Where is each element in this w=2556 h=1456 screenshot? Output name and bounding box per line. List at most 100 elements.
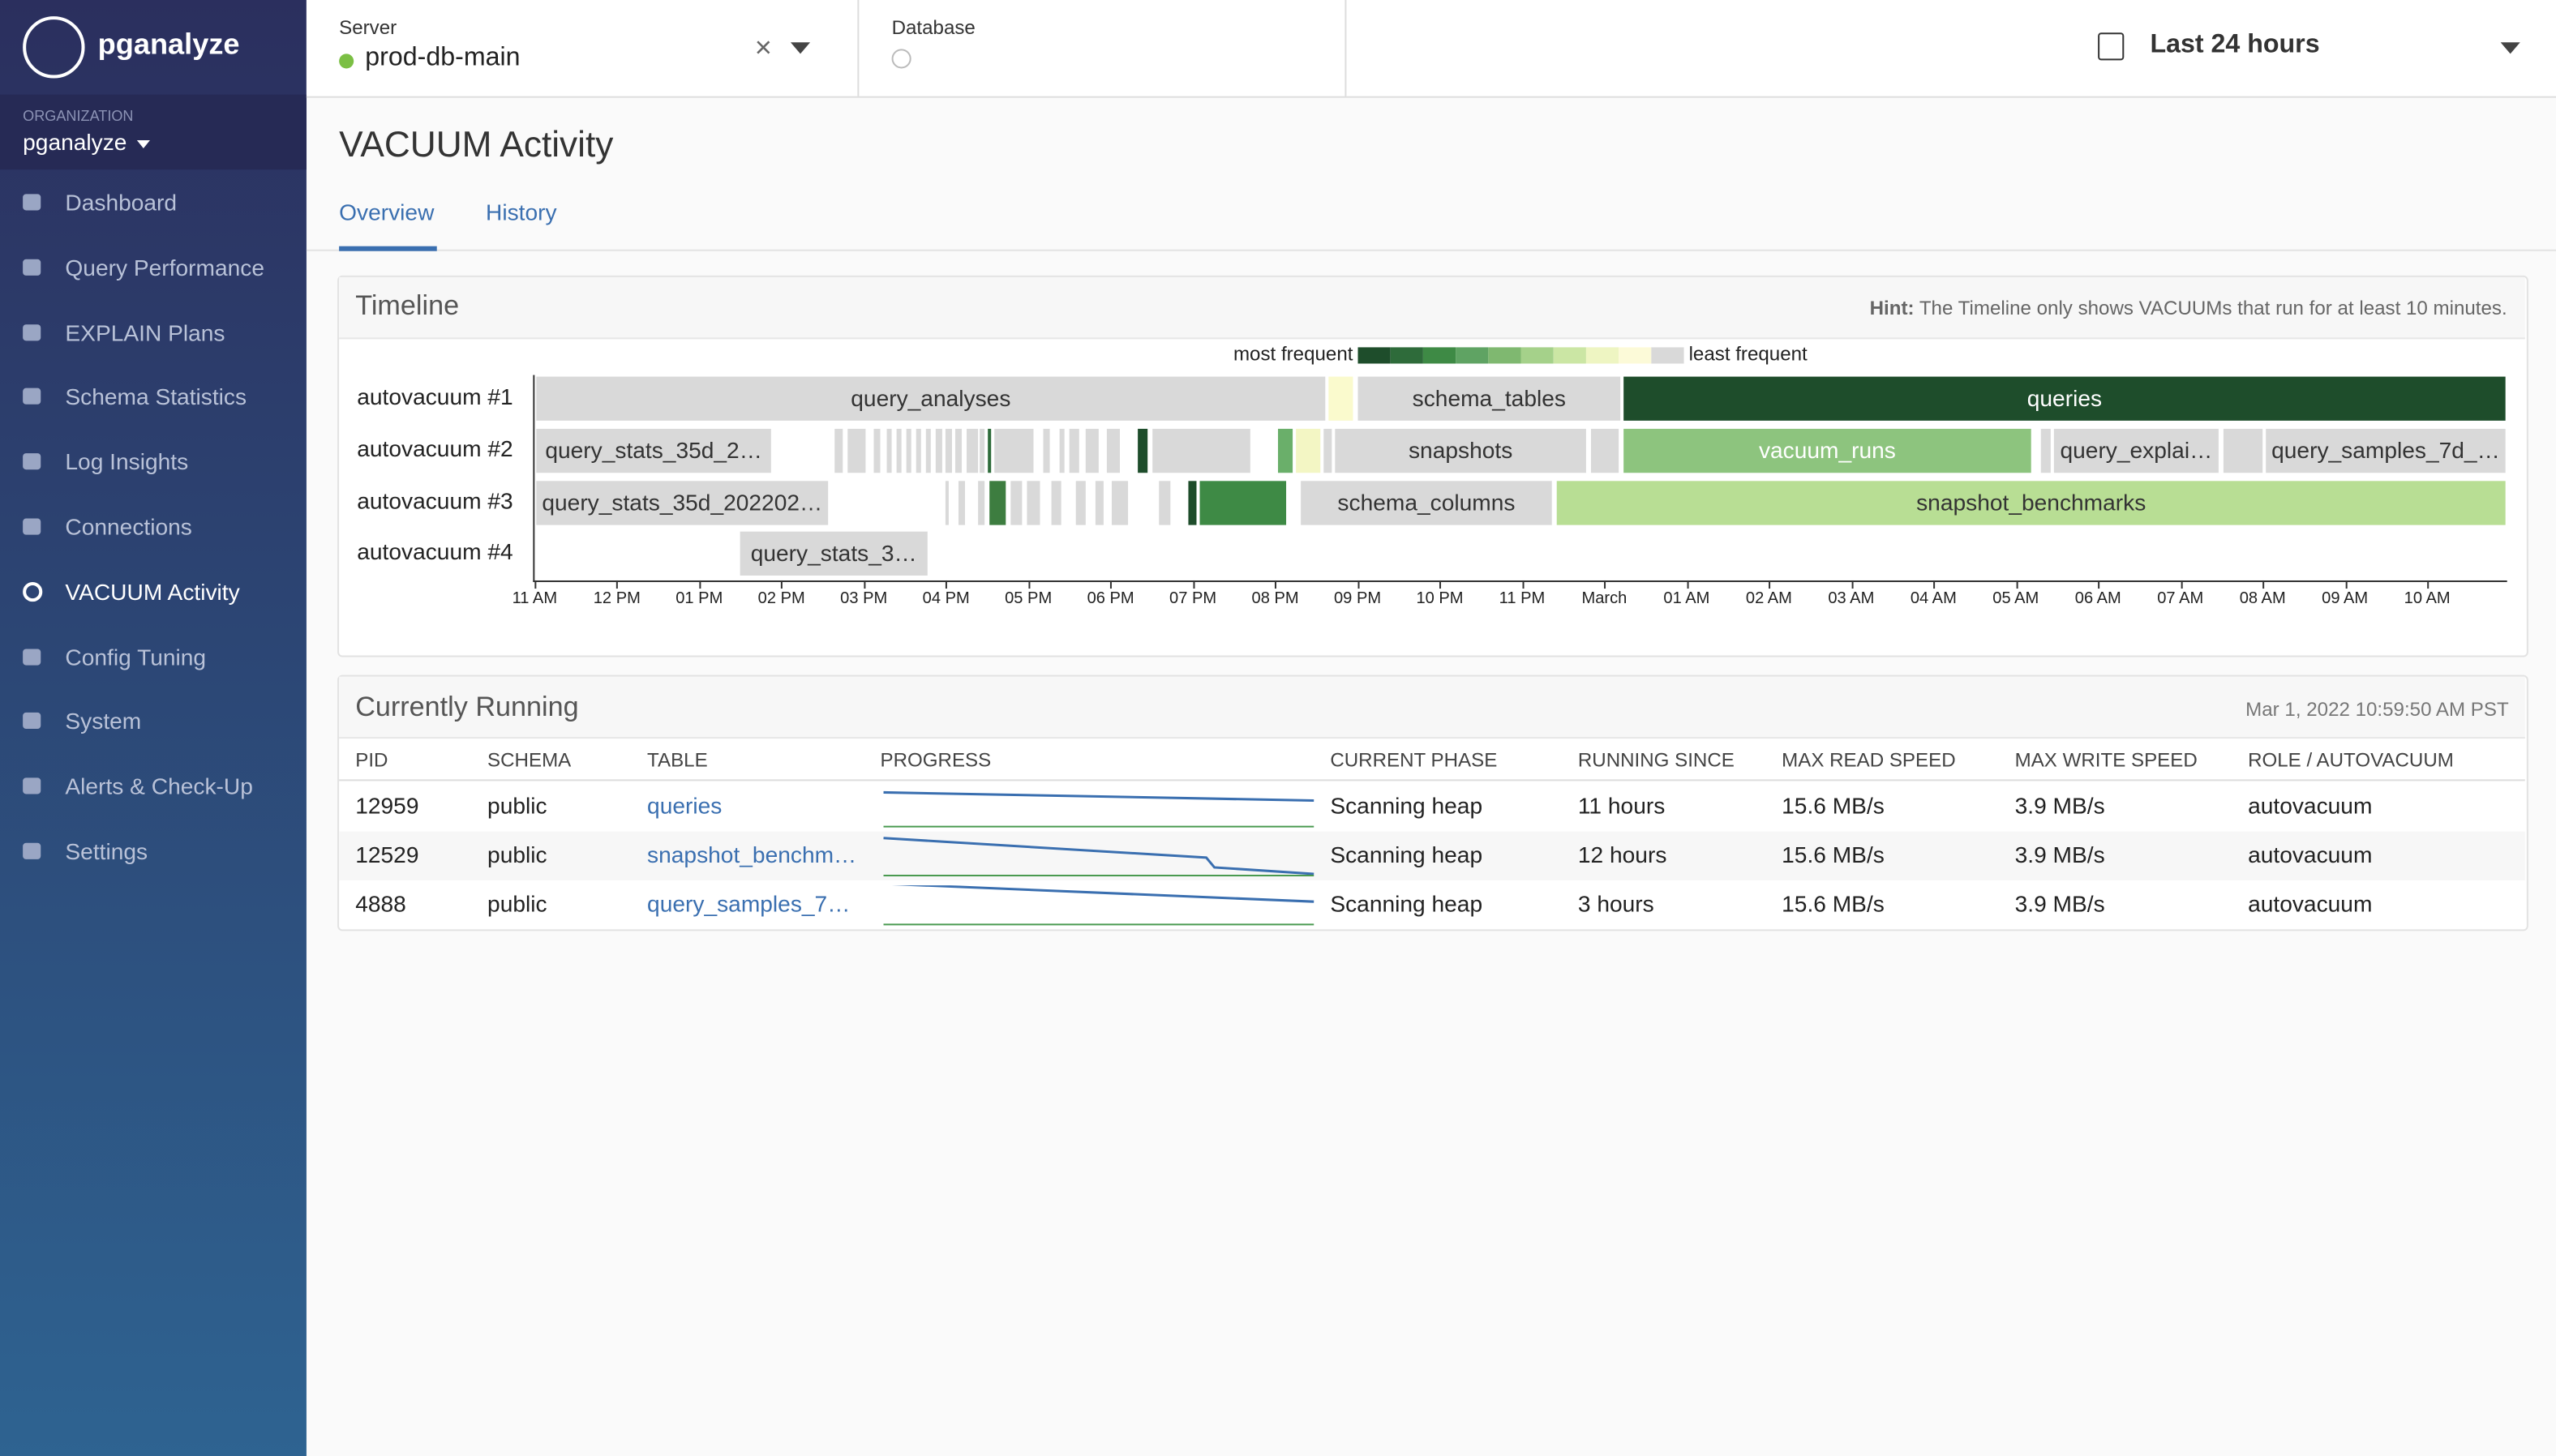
column-header: SCHEMA (487, 748, 572, 772)
timeline-bar[interactable] (989, 480, 1006, 525)
timeline-bar[interactable]: query_stats_35d_202202… (536, 480, 829, 525)
cell: 3.9 MB/s (2014, 792, 2105, 819)
nav-item[interactable]: Log Insights (0, 432, 307, 490)
timeline-bar[interactable] (873, 428, 881, 473)
timeline-bar[interactable] (945, 428, 952, 473)
nav-item[interactable]: Schema Statistics (0, 367, 307, 426)
timeline-bar[interactable] (988, 428, 992, 473)
x-tick (2098, 580, 2100, 589)
timeline-bar[interactable] (1296, 428, 1321, 473)
running-title: Currently Running (355, 691, 579, 722)
org-select[interactable]: pganalyze (23, 128, 127, 156)
timeline-bar[interactable] (1069, 428, 1079, 473)
timeline-bar[interactable]: schema_columns (1301, 480, 1552, 525)
timeline-bar[interactable] (1159, 480, 1171, 525)
column-header: MAX WRITE SPEED (2014, 748, 2198, 772)
timeline-bar[interactable] (967, 428, 979, 473)
nav-item[interactable]: VACUUM Activity (0, 562, 307, 620)
nav-item[interactable]: EXPLAIN Plans (0, 302, 307, 361)
timeline-bar[interactable] (1059, 428, 1065, 473)
nav-item[interactable]: Alerts & Check-Up (0, 757, 307, 816)
timeline-bar[interactable] (1277, 428, 1293, 473)
nav-item[interactable]: Query Performance (0, 238, 307, 296)
timeline-bar[interactable] (1106, 428, 1121, 473)
timeline-bar[interactable] (980, 428, 985, 473)
clear-button[interactable]: × (754, 31, 772, 64)
timeline-bar[interactable] (896, 428, 902, 473)
timeline-bar[interactable] (1111, 480, 1129, 525)
timeline-bar[interactable] (1051, 480, 1061, 525)
timeline-bar[interactable]: query_stats_35d_2… (536, 428, 771, 473)
timeline-bar[interactable] (1323, 428, 1332, 473)
timeline-bar[interactable] (1075, 480, 1086, 525)
x-tick (1604, 580, 1606, 589)
timeline-bar[interactable]: vacuum_runs (1623, 428, 2031, 473)
x-tick-label: March (1581, 590, 1628, 609)
tab[interactable]: Overview (339, 199, 435, 225)
nav-label: Dashboard (65, 189, 178, 216)
timeline-bar[interactable] (1188, 480, 1197, 525)
time-range[interactable]: Last 24 hours (2150, 31, 2320, 59)
server-caret[interactable] (790, 42, 811, 63)
x-tick-label: 07 PM (1169, 590, 1217, 609)
nav-icon (23, 259, 41, 276)
timeline-bar[interactable] (954, 428, 963, 473)
timeline-bar[interactable] (886, 428, 892, 473)
nav-icon (23, 842, 41, 859)
timeline-bar[interactable] (906, 428, 911, 473)
x-tick-label: 02 AM (1745, 590, 1792, 609)
timeline-bar[interactable] (958, 480, 966, 525)
nav-item[interactable]: Connections (0, 497, 307, 555)
timeline-bar[interactable] (1328, 376, 1353, 421)
timeline-bar[interactable]: queries (1623, 376, 2506, 421)
timeline-bar[interactable] (994, 428, 1034, 473)
timeline-bar[interactable] (1027, 480, 1040, 525)
timeline-bar[interactable] (1095, 480, 1104, 525)
timeline-bar[interactable] (847, 428, 866, 473)
nav-item[interactable]: Settings (0, 822, 307, 880)
timeline-bar[interactable] (978, 480, 985, 525)
table-link[interactable]: queries (647, 792, 723, 819)
x-tick-label: 12 PM (593, 590, 641, 609)
range-caret[interactable] (2500, 42, 2520, 63)
nav-label: Connections (65, 513, 192, 540)
timeline-bar[interactable] (834, 428, 843, 473)
database-none[interactable] (891, 49, 911, 69)
timeline-bar[interactable] (1043, 428, 1050, 473)
timeline-bar[interactable] (925, 428, 931, 473)
timeline-bar[interactable]: query_stats_3… (740, 532, 928, 576)
timeline-bar[interactable] (1010, 480, 1023, 525)
timeline-bar[interactable] (2223, 428, 2263, 473)
database-label: Database (891, 16, 976, 40)
timeline-bar[interactable]: query_explai… (2053, 428, 2219, 473)
tab[interactable]: History (486, 199, 557, 225)
timeline-bar[interactable] (2040, 428, 2051, 473)
table-link[interactable]: query_samples_7… (647, 890, 851, 917)
x-tick (1933, 580, 1936, 589)
nav-item[interactable]: System (0, 692, 307, 751)
server-select[interactable]: prod-db-main (365, 44, 521, 72)
timeline-bar[interactable] (916, 428, 921, 473)
timeline-bar[interactable] (1590, 428, 1619, 473)
timeline-bar[interactable] (1152, 428, 1250, 473)
nav-item[interactable]: Config Tuning (0, 627, 307, 685)
timeline-bar[interactable] (1138, 428, 1148, 473)
x-tick-label: 08 PM (1251, 590, 1299, 609)
x-tick-label: 10 PM (1416, 590, 1464, 609)
nav-icon (23, 713, 41, 730)
table-link[interactable]: snapshot_benchm… (647, 841, 857, 867)
nav-item[interactable]: Dashboard (0, 173, 307, 231)
timeline-bar[interactable]: query_analyses (536, 376, 1326, 421)
timeline-bar[interactable]: snapshot_benchmarks (1556, 480, 2506, 525)
timeline-bar[interactable] (935, 428, 942, 473)
timeline-bar[interactable] (945, 480, 949, 525)
row-label: autovacuum #4 (357, 538, 513, 565)
cell: Scanning heap (1330, 890, 1483, 917)
timeline-bar[interactable] (1085, 428, 1099, 473)
brand[interactable]: pganalyze (97, 28, 240, 61)
timeline-bar[interactable]: snapshots (1335, 428, 1586, 473)
timeline-bar[interactable] (1199, 480, 1287, 525)
x-tick-label: 02 PM (757, 590, 805, 609)
timeline-bar[interactable]: schema_tables (1357, 376, 1621, 421)
timeline-bar[interactable]: query_samples_7d_… (2266, 428, 2506, 473)
